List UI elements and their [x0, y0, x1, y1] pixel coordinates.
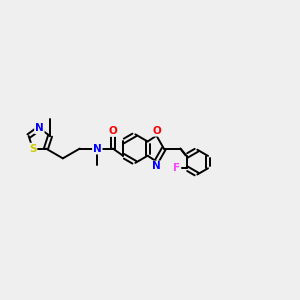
Text: O: O	[152, 126, 161, 136]
Text: N: N	[93, 144, 102, 154]
Text: O: O	[109, 126, 117, 136]
Text: S: S	[29, 144, 37, 154]
Text: N: N	[35, 123, 44, 133]
Text: F: F	[173, 163, 180, 173]
Text: N: N	[152, 161, 161, 172]
